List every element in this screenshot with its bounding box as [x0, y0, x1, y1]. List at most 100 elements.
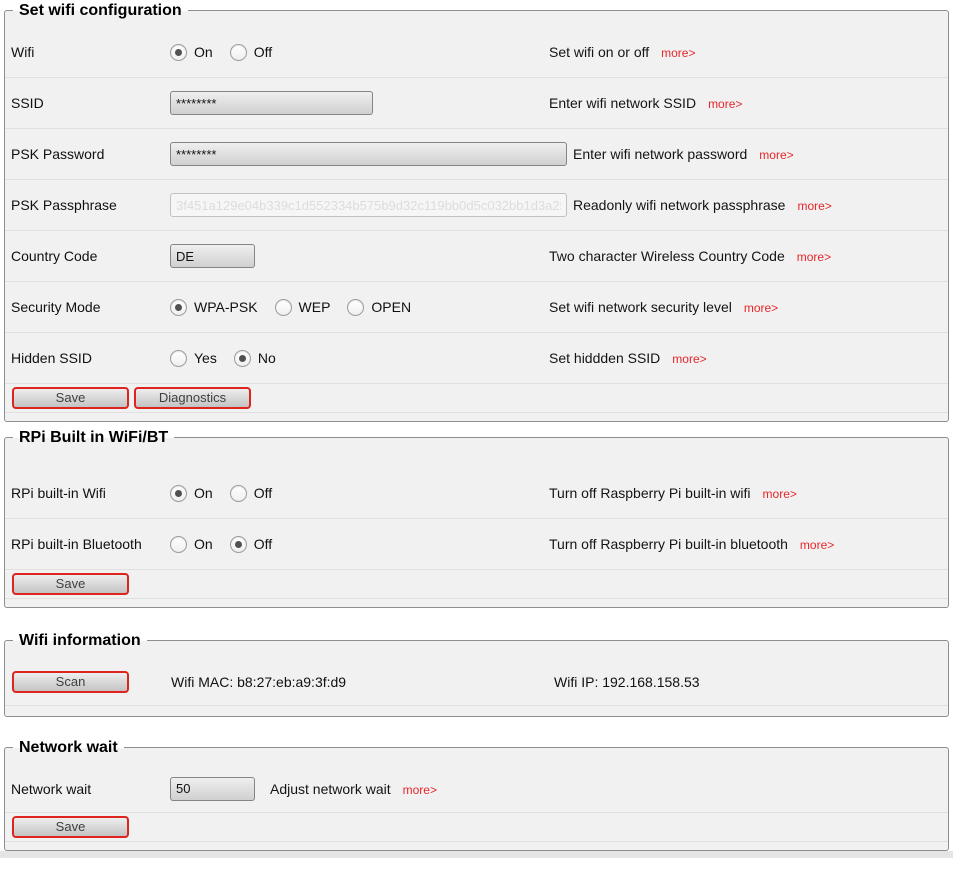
- wifi-on-radio[interactable]: On: [170, 43, 213, 61]
- psk-passphrase-more-link[interactable]: more>: [797, 199, 832, 213]
- security-wep-radio[interactable]: WEP: [274, 298, 330, 316]
- security-wpa-psk-radio[interactable]: WPA-PSK: [170, 298, 258, 316]
- rpi-builtin-legend: RPi Built in WiFi/BT: [13, 428, 175, 447]
- radio-wep-icon[interactable]: [274, 298, 292, 316]
- diagnostics-button[interactable]: Diagnostics: [134, 387, 251, 409]
- network-wait-button-row: Save: [5, 813, 948, 842]
- wifi-information-legend: Wifi information: [13, 631, 147, 650]
- security-mode-more-link[interactable]: more>: [743, 301, 779, 315]
- network-wait-rows: Network wait Adjust network wait more> Sa…: [5, 748, 948, 850]
- rpi-bluetooth-more-link[interactable]: more>: [799, 538, 835, 552]
- network-wait-input[interactable]: [170, 776, 255, 801]
- wifi-config-button-row: Save Diagnostics: [5, 384, 948, 413]
- radio-on-icon[interactable]: [170, 43, 187, 61]
- security-open-radio[interactable]: OPEN: [347, 298, 412, 316]
- radio-no-icon[interactable]: [233, 349, 251, 367]
- rpi-wifi-label: RPi built-in Wifi: [11, 485, 106, 501]
- security-mode-row: Security Mode WPA-PSK WEP OPEN Set wifi …: [5, 282, 948, 333]
- rpi-bluetooth-radio-group: On Off: [170, 535, 549, 553]
- rpi-bluetooth-off-radio[interactable]: Off: [229, 535, 273, 553]
- psk-password-control: [170, 142, 567, 166]
- network-wait-label: Network wait: [11, 780, 92, 797]
- ssid-row: SSID Enter wifi network SSID more>: [5, 78, 948, 129]
- hidden-ssid-description: Set hiddden SSID more>: [549, 350, 707, 366]
- country-code-description: Two character Wireless Country Code more>: [549, 248, 831, 264]
- hidden-ssid-more-link[interactable]: more>: [672, 352, 707, 366]
- ssid-more-link[interactable]: more>: [708, 97, 743, 111]
- network-wait-panel: Network wait Network wait Adjust network…: [4, 738, 949, 851]
- rpi-bluetooth-description: Turn off Raspberry Pi built-in bluetooth…: [549, 536, 834, 552]
- ssid-description: Enter wifi network SSID more>: [549, 95, 742, 111]
- ssid-desc-text: Enter wifi network SSID: [549, 95, 697, 111]
- panel-bottom-spacer: [5, 413, 948, 421]
- rpi-wifi-description: Turn off Raspberry Pi built-in wifi more>: [549, 485, 797, 501]
- rpi-bluetooth-on-label: On: [194, 536, 213, 552]
- panel-bottom-spacer: [5, 842, 948, 850]
- country-code-input[interactable]: [170, 244, 255, 268]
- hidden-ssid-label: Hidden SSID: [11, 350, 92, 366]
- ssid-input[interactable]: [170, 91, 373, 115]
- wifi-mac-value: Wifi MAC: b8:27:eb:a9:3f:d9: [171, 674, 347, 690]
- radio-off-icon[interactable]: [229, 43, 247, 61]
- radio-wpa-psk-icon[interactable]: [170, 298, 187, 316]
- wifi-config-legend: Set wifi configuration: [13, 1, 188, 20]
- wifi-off-radio[interactable]: Off: [229, 43, 272, 61]
- network-wait-more-link[interactable]: more>: [402, 782, 437, 797]
- psk-password-input[interactable]: [170, 142, 567, 166]
- rpi-button-row: Save: [5, 570, 948, 599]
- rpi-wifi-desc-text: Turn off Raspberry Pi built-in wifi: [549, 485, 751, 501]
- psk-passphrase-label: PSK Passphrase: [11, 197, 117, 213]
- network-wait-row: Network wait Adjust network wait more>: [5, 765, 948, 813]
- wifi-information-rows: Scan Wifi MAC: b8:27:eb:a9:3f:d9 Wifi IP…: [5, 641, 948, 716]
- ssid-label: SSID: [11, 95, 44, 111]
- hidden-ssid-no-radio[interactable]: No: [233, 349, 276, 367]
- country-code-more-link[interactable]: more>: [796, 250, 832, 264]
- network-wait-legend: Network wait: [13, 738, 124, 757]
- security-open-label: OPEN: [371, 299, 412, 315]
- network-wait-control: [170, 776, 255, 801]
- rpi-bluetooth-desc-text: Turn off Raspberry Pi built-in bluetooth: [549, 536, 788, 552]
- save-button[interactable]: Save: [12, 816, 129, 838]
- radio-off-icon[interactable]: [229, 535, 247, 553]
- radio-open-icon[interactable]: [347, 298, 365, 316]
- radio-off-icon[interactable]: [229, 484, 247, 502]
- wifi-row: Wifi On Off Set wifi on or off more>: [5, 27, 948, 78]
- psk-passphrase-description: Readonly wifi network passphrase more>: [573, 197, 832, 213]
- hidden-ssid-desc-text: Set hiddden SSID: [549, 350, 661, 366]
- wifi-information-panel: Wifi information Scan Wifi MAC: b8:27:eb…: [4, 631, 949, 717]
- hidden-ssid-radio-group: Yes No: [170, 349, 549, 367]
- scan-button[interactable]: Scan: [12, 671, 129, 693]
- ssid-control: [170, 91, 549, 115]
- radio-on-icon[interactable]: [170, 535, 187, 553]
- save-button[interactable]: Save: [12, 573, 129, 595]
- country-code-control: [170, 244, 549, 268]
- wifi-label: Wifi: [11, 44, 35, 60]
- rpi-bluetooth-on-radio[interactable]: On: [170, 535, 213, 553]
- rpi-wifi-on-radio[interactable]: On: [170, 484, 213, 502]
- psk-passphrase-desc-text: Readonly wifi network passphrase: [573, 197, 786, 213]
- country-code-desc-text: Two character Wireless Country Code: [549, 248, 785, 264]
- network-wait-description: Adjust network wait more>: [270, 781, 437, 797]
- save-button[interactable]: Save: [12, 387, 129, 409]
- radio-yes-icon[interactable]: [170, 349, 187, 367]
- rpi-wifi-more-link[interactable]: more>: [762, 487, 797, 501]
- wifi-on-label: On: [194, 44, 213, 60]
- psk-password-label: PSK Password: [11, 146, 105, 162]
- rpi-builtin-panel: RPi Built in WiFi/BT RPi built-in Wifi O…: [4, 428, 949, 608]
- rpi-bluetooth-row: RPi built-in Bluetooth On Off Turn off R…: [5, 519, 948, 570]
- rpi-bluetooth-off-label: Off: [253, 536, 273, 552]
- rpi-wifi-off-radio[interactable]: Off: [229, 484, 273, 502]
- rpi-bluetooth-label: RPi built-in Bluetooth: [11, 536, 142, 552]
- rpi-wifi-on-label: On: [194, 485, 213, 501]
- hidden-ssid-yes-radio[interactable]: Yes: [170, 349, 217, 367]
- wifi-ip-value: Wifi IP: 192.168.158.53: [554, 674, 700, 690]
- psk-password-description: Enter wifi network password more>: [573, 146, 794, 162]
- security-mode-description: Set wifi network security level more>: [549, 299, 778, 315]
- radio-on-icon[interactable]: [170, 484, 187, 502]
- wifi-more-link[interactable]: more>: [661, 46, 696, 60]
- rpi-wifi-off-label: Off: [253, 485, 273, 501]
- psk-password-row: PSK Password Enter wifi network password…: [5, 129, 948, 180]
- psk-password-more-link[interactable]: more>: [759, 148, 794, 162]
- rpi-builtin-rows: RPi built-in Wifi On Off Turn off Raspbe…: [5, 438, 948, 607]
- psk-passphrase-row: PSK Passphrase Readonly wifi network pas…: [5, 180, 948, 231]
